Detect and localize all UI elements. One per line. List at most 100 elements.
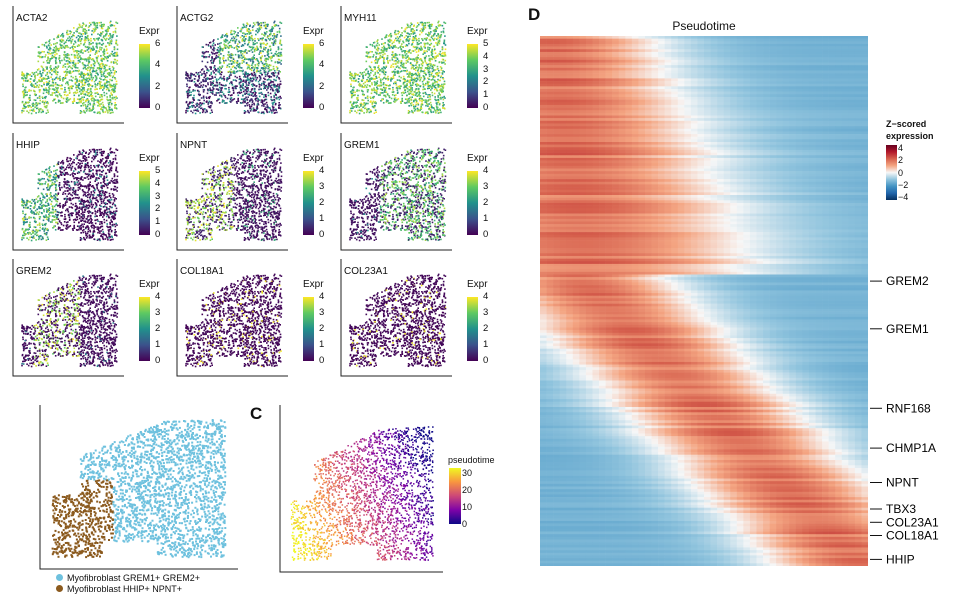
- cluster-swatch-grem: [56, 574, 63, 581]
- pseudotime-legend-title: pseudotime: [448, 455, 495, 465]
- pseudotime-heatmap: [540, 36, 868, 566]
- umap-legend-tick: 0: [483, 229, 488, 240]
- umap-cells: [349, 20, 447, 115]
- umap-legend-tick: 2: [155, 323, 160, 334]
- umap-legend-tick: 0: [319, 355, 324, 366]
- cluster-legend-label: Myofibroblast GREM1+ GREM2+: [67, 573, 200, 583]
- umap-axes: [176, 6, 288, 124]
- heatmap-legend-tick: 4: [898, 143, 903, 153]
- umap-colorbar: [303, 171, 314, 235]
- gene-label: CHMP1A: [886, 441, 936, 455]
- heatmap-legend-tick: 2: [898, 155, 903, 165]
- pseudotime-tick: 10: [462, 502, 472, 512]
- umap-gene-title: COL23A1: [344, 266, 388, 277]
- umap-legend-tick: 3: [483, 307, 488, 318]
- umap-legend-tick: 4: [483, 51, 488, 62]
- gene-label: RNF168: [886, 401, 931, 415]
- umap-legend-title: Expr: [303, 153, 324, 164]
- umap-legend-tick: 6: [319, 38, 324, 49]
- umap-legend-tick: 1: [483, 89, 488, 100]
- panel-label-d: D: [528, 5, 540, 25]
- umap-legend-tick: 0: [483, 102, 488, 113]
- umap-legend-title: Expr: [139, 26, 160, 37]
- umap-axes: [12, 259, 124, 377]
- umap-legend-tick: 6: [155, 38, 160, 49]
- umap-cells: [21, 273, 119, 368]
- umap-gene-title: HHIP: [16, 140, 40, 151]
- umap-legend-title: Expr: [467, 279, 488, 290]
- umap-legend-tick: 2: [155, 203, 160, 214]
- umap-colorbar: [139, 44, 150, 108]
- umap-colorbar: [303, 297, 314, 361]
- umap-legend-tick: 0: [319, 102, 324, 113]
- umap-cells: [185, 147, 283, 242]
- umap-legend-tick: 3: [319, 181, 324, 192]
- umap-legend-title: Expr: [139, 279, 160, 290]
- umap-cells: [349, 147, 447, 242]
- umap-legend-title: Expr: [467, 153, 488, 164]
- cluster-legend-label: Myofibroblast HHIP+ NPNT+: [67, 584, 182, 594]
- umap-legend-tick: 4: [155, 178, 160, 189]
- cluster-legend-item-grem: Myofibroblast GREM1+ GREM2+: [56, 572, 256, 583]
- umap-legend-tick: 4: [483, 165, 488, 176]
- umap-gene-title: NPNT: [180, 140, 207, 151]
- umap-legend-tick: 0: [155, 355, 160, 366]
- umap-legend-tick: 3: [483, 64, 488, 75]
- cluster-umap-plot: [39, 405, 238, 570]
- umap-legend-tick: 1: [319, 213, 324, 224]
- gene-label: NPNT: [886, 476, 919, 490]
- pseudotime-tick: 0: [462, 519, 467, 529]
- umap-plot-col23a1: [340, 259, 452, 377]
- heatmap-legend-tick: −2: [898, 180, 908, 190]
- umap-legend-tick: 0: [319, 229, 324, 240]
- umap-axes: [340, 6, 452, 124]
- umap-legend-tick: 1: [155, 339, 160, 350]
- gene-label: TBX3: [886, 502, 916, 516]
- pseudotime-tick: 30: [462, 468, 472, 478]
- umap-plot-col18a1: [176, 259, 288, 377]
- umap-gene-title: COL18A1: [180, 266, 224, 277]
- heatmap-legend-title: Z−scored expression: [886, 118, 934, 142]
- heatmap-legend-ticks: 4 2 0 −2 −4: [898, 140, 928, 206]
- umap-legend-tick: 2: [319, 197, 324, 208]
- pseudotime-tick: 20: [462, 485, 472, 495]
- umap-legend-tick: 4: [319, 291, 324, 302]
- umap-legend-tick: 2: [483, 323, 488, 334]
- umap-plot-acta2: [12, 6, 124, 124]
- umap-legend-tick: 2: [319, 323, 324, 334]
- umap-legend-tick: 0: [155, 102, 160, 113]
- gene-label: GREM1: [886, 322, 929, 336]
- umap-legend-tick: 4: [155, 59, 160, 70]
- heatmap-legend-title-line1: Z−scored: [886, 118, 934, 130]
- heatmap-colorbar: [886, 145, 897, 200]
- umap-colorbar: [139, 171, 150, 235]
- cluster-legend: Myofibroblast GREM1+ GREM2+ Myofibroblas…: [56, 572, 256, 594]
- umap-legend-tick: 5: [483, 38, 488, 49]
- umap-legend-tick: 2: [483, 76, 488, 87]
- pseudotime-colorbar: [449, 468, 461, 524]
- umap-plot-hhip: [12, 133, 124, 251]
- umap-colorbar: [139, 297, 150, 361]
- heatmap-title: Pseudotime: [540, 19, 868, 33]
- umap-axes: [340, 133, 452, 251]
- umap-legend-tick: 2: [483, 197, 488, 208]
- pseudotime-umap-plot: [279, 405, 443, 573]
- umap-colorbar: [467, 171, 478, 235]
- gene-label-annotations: GREM2 GREM1 RNF168 CHMP1A NPNT TBX3COL23A1COL…: [870, 274, 939, 566]
- umap-legend-tick: 2: [155, 81, 160, 92]
- umap-gene-title: GREM1: [344, 140, 380, 151]
- umap-gene-title: ACTG2: [180, 13, 213, 24]
- umap-legend-title: Expr: [139, 153, 160, 164]
- gene-label: GREM2: [886, 274, 929, 288]
- gene-label: COL18A1: [886, 529, 939, 543]
- umap-cells: [185, 20, 283, 115]
- heatmap-legend-title-line2: expression: [886, 130, 934, 142]
- umap-legend-tick: 4: [319, 59, 324, 70]
- umap-axes: [176, 259, 288, 377]
- umap-legend-tick: 4: [319, 165, 324, 176]
- umap-legend-tick: 3: [483, 181, 488, 192]
- umap-cells: [185, 273, 283, 368]
- umap-axes: [12, 6, 124, 124]
- umap-axes: [12, 133, 124, 251]
- umap-legend-tick: 3: [155, 191, 160, 202]
